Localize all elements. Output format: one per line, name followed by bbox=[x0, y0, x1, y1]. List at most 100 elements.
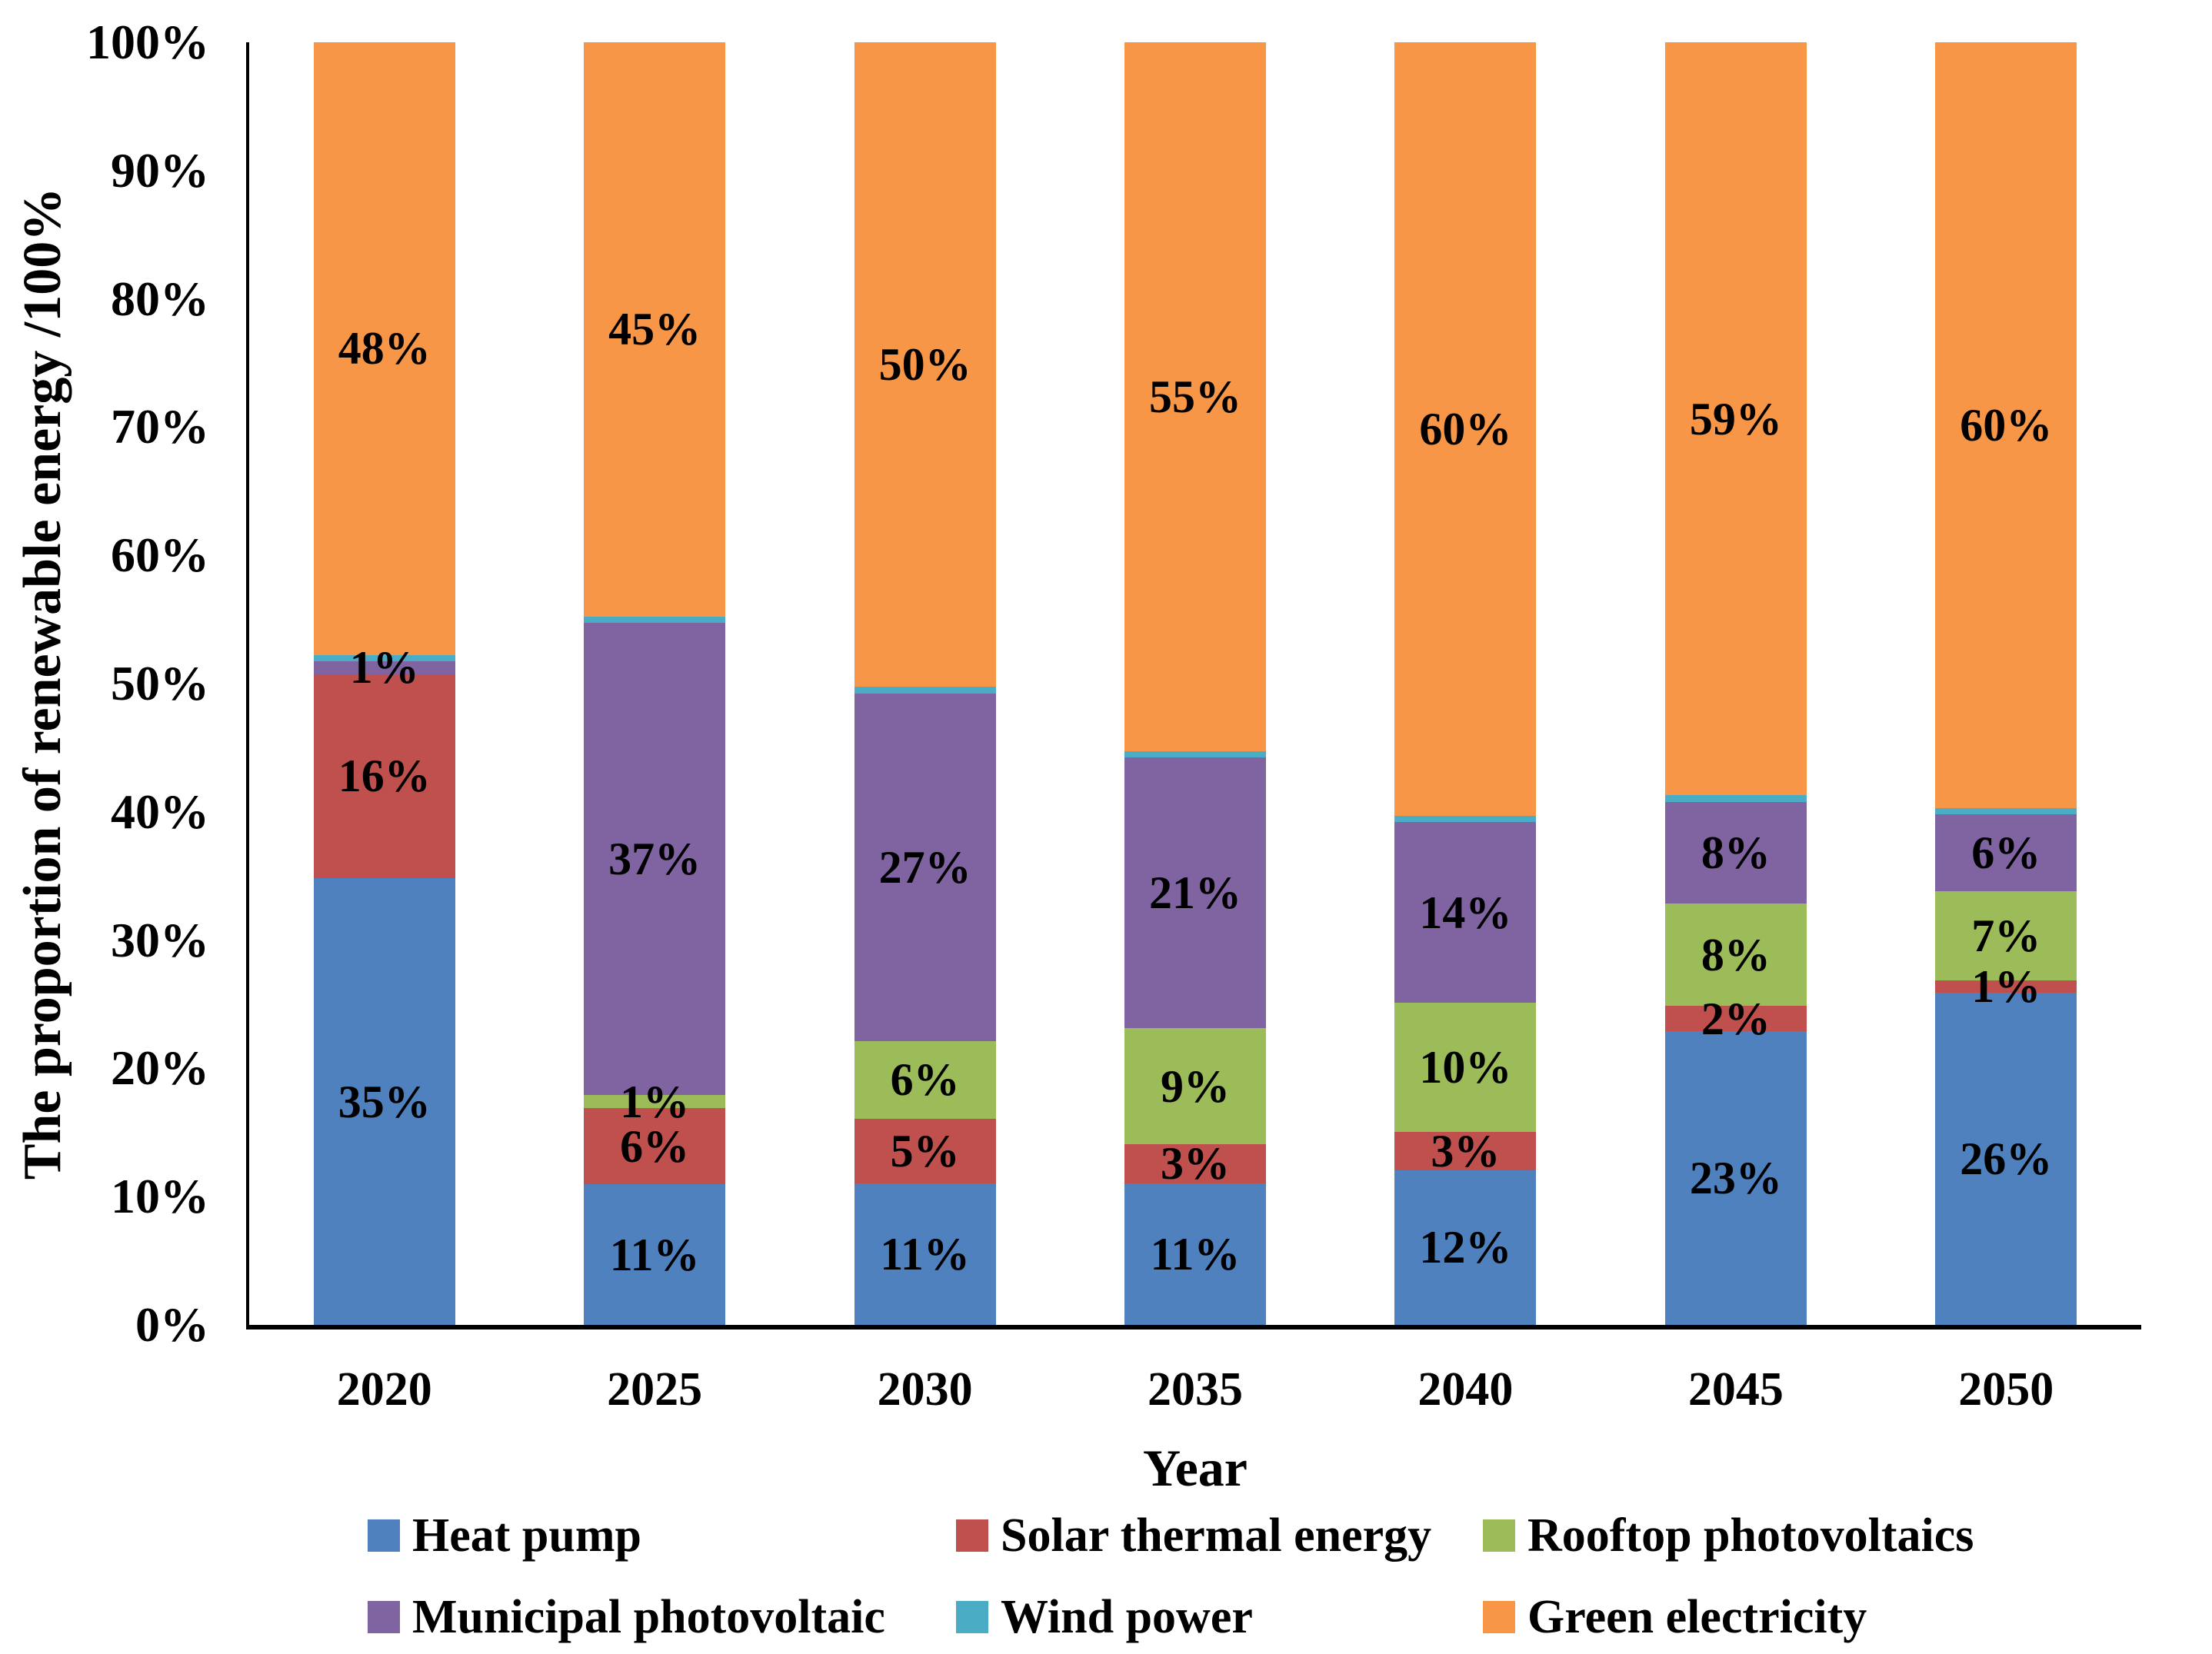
data-label-2045-municipal-photovoltaic: 8% bbox=[1701, 827, 1771, 878]
segment-2040-solar-thermal-energy bbox=[1394, 1131, 1537, 1170]
data-label-2025-solar-thermal-energy: 6% bbox=[620, 1120, 690, 1172]
segment-2020-solar-thermal-energy bbox=[313, 674, 455, 879]
legend-item-heat-pump: Heat pump bbox=[368, 1509, 641, 1562]
x-axis-title: Year bbox=[1143, 1439, 1248, 1497]
legend-swatch-heat-pump bbox=[368, 1519, 400, 1552]
segment-2035-rooftop-photovoltaics bbox=[1124, 1028, 1266, 1145]
segment-2030-rooftop-photovoltaics bbox=[854, 1041, 996, 1119]
data-label-2045-green-electricity: 59% bbox=[1689, 393, 1782, 444]
data-label-2040-green-electricity: 60% bbox=[1419, 403, 1512, 454]
x-tick-2050: 2050 bbox=[1958, 1363, 2054, 1416]
y-tick-10: 10% bbox=[111, 1169, 209, 1224]
segment-2040-municipal-photovoltaic bbox=[1394, 822, 1537, 1003]
segment-2040-heat-pump bbox=[1394, 1170, 1537, 1325]
y-tick-80: 80% bbox=[111, 271, 209, 326]
segment-2045-green-electricity bbox=[1664, 42, 1807, 796]
segment-2045-rooftop-photovoltaics bbox=[1664, 904, 1807, 1007]
segment-2050-heat-pump bbox=[1935, 993, 2077, 1325]
segment-2025-wind-power bbox=[584, 616, 726, 624]
segment-2020-wind-power bbox=[313, 654, 455, 661]
plot-area: 35% 16% 1% 48% 11% 6% 1% 37% 45% 11% 5% 6% 27% 50% 11%… bbox=[246, 42, 2141, 1330]
segment-2035-municipal-photovoltaic bbox=[1124, 757, 1266, 1029]
segment-2030-municipal-photovoltaic bbox=[854, 693, 996, 1042]
y-tick-100: 100% bbox=[86, 15, 209, 69]
data-label-2035-rooftop-photovoltaics: 9% bbox=[1161, 1060, 1230, 1112]
segment-2020-municipal-photovoltaic bbox=[313, 661, 455, 674]
data-label-2020-green-electricity: 48% bbox=[338, 323, 431, 374]
legend-swatch-solar-thermal-energy bbox=[956, 1519, 988, 1552]
segment-2050-wind-power bbox=[1935, 807, 2077, 815]
segment-2050-municipal-photovoltaic bbox=[1935, 814, 2077, 891]
data-label-2030-heat-pump: 11% bbox=[880, 1228, 970, 1280]
data-label-2050-heat-pump: 26% bbox=[1960, 1133, 2053, 1185]
segment-2030-heat-pump bbox=[854, 1183, 996, 1325]
segment-2050-green-electricity bbox=[1935, 42, 2077, 808]
segment-2045-municipal-photovoltaic bbox=[1664, 801, 1807, 904]
segment-2035-wind-power bbox=[1124, 751, 1266, 758]
segment-2045-heat-pump bbox=[1664, 1031, 1807, 1325]
legend-item-rooftop-photovoltaics: Rooftop photovoltaics bbox=[1483, 1509, 1974, 1562]
data-label-2050-green-electricity: 60% bbox=[1960, 399, 2053, 451]
legend-swatch-wind-power bbox=[956, 1601, 988, 1633]
segment-2045-wind-power bbox=[1664, 795, 1807, 802]
segment-2025-solar-thermal-energy bbox=[584, 1107, 726, 1185]
data-label-2030-municipal-photovoltaic: 27% bbox=[878, 841, 971, 893]
segment-2045-solar-thermal-energy bbox=[1664, 1006, 1807, 1032]
segment-2035-heat-pump bbox=[1124, 1183, 1266, 1325]
x-tick-2030: 2030 bbox=[877, 1363, 973, 1416]
y-tick-70: 70% bbox=[111, 399, 209, 454]
x-tick-2040: 2040 bbox=[1417, 1363, 1514, 1416]
segment-2025-heat-pump bbox=[584, 1184, 726, 1325]
segment-2025-green-electricity bbox=[584, 42, 726, 617]
data-label-2035-solar-thermal-energy: 3% bbox=[1161, 1138, 1230, 1190]
data-label-2040-heat-pump: 12% bbox=[1419, 1222, 1512, 1273]
data-label-2045-rooftop-photovoltaics: 8% bbox=[1701, 929, 1771, 980]
x-tick-2035: 2035 bbox=[1148, 1363, 1243, 1416]
data-label-2020-solar-thermal-energy: 16% bbox=[338, 750, 431, 802]
data-label-2025-green-electricity: 45% bbox=[608, 304, 701, 355]
segment-2030-wind-power bbox=[854, 687, 996, 694]
data-label-2030-solar-thermal-energy: 5% bbox=[890, 1125, 960, 1176]
data-label-2020-heat-pump: 35% bbox=[338, 1076, 431, 1127]
data-label-2035-heat-pump: 11% bbox=[1150, 1228, 1241, 1280]
legend-label-heat-pump: Heat pump bbox=[412, 1509, 641, 1562]
y-tick-0: 0% bbox=[135, 1297, 209, 1352]
legend-label-wind-power: Wind power bbox=[1001, 1591, 1253, 1643]
x-tick-2045: 2045 bbox=[1687, 1363, 1784, 1416]
legend-item-solar-thermal-energy: Solar thermal energy bbox=[956, 1509, 1431, 1562]
data-label-2030-green-electricity: 50% bbox=[878, 339, 971, 391]
data-label-2045-solar-thermal-energy: 2% bbox=[1701, 993, 1771, 1044]
y-tick-50: 50% bbox=[111, 656, 209, 711]
legend-swatch-rooftop-photovoltaics bbox=[1483, 1519, 1515, 1552]
segment-2020-green-electricity bbox=[313, 42, 455, 655]
y-tick-20: 20% bbox=[111, 1040, 209, 1096]
segment-2030-green-electricity bbox=[854, 42, 996, 687]
data-label-2035-green-electricity: 55% bbox=[1149, 371, 1241, 422]
data-label-2035-municipal-photovoltaic: 21% bbox=[1149, 867, 1241, 919]
y-tick-40: 40% bbox=[111, 784, 209, 839]
y-tick-90: 90% bbox=[111, 142, 209, 198]
data-label-2040-municipal-photovoltaic: 14% bbox=[1419, 887, 1512, 938]
segment-2035-green-electricity bbox=[1124, 42, 1266, 752]
legend-item-green-electricity: Green electricity bbox=[1483, 1590, 1867, 1644]
segment-2050-rooftop-photovoltaics bbox=[1935, 890, 2077, 980]
y-tick-30: 30% bbox=[111, 912, 209, 967]
legend-item-wind-power: Wind power bbox=[956, 1590, 1253, 1644]
data-label-2050-rooftop-photovoltaics: 7% bbox=[1971, 910, 2041, 961]
segment-2030-solar-thermal-energy bbox=[854, 1118, 996, 1183]
data-label-2025-municipal-photovoltaic: 37% bbox=[608, 834, 701, 885]
segment-2040-rooftop-photovoltaics bbox=[1394, 1002, 1537, 1132]
data-label-2050-municipal-photovoltaic: 6% bbox=[1971, 827, 2041, 878]
legend-label-rooftop-photovoltaics: Rooftop photovoltaics bbox=[1527, 1509, 1974, 1562]
legend-item-municipal-photovoltaic: Municipal photovoltaic bbox=[368, 1590, 885, 1644]
data-label-2025-heat-pump: 11% bbox=[609, 1229, 700, 1280]
segment-2025-rooftop-photovoltaics bbox=[584, 1095, 726, 1108]
data-label-2030-rooftop-photovoltaics: 6% bbox=[890, 1054, 960, 1106]
data-label-2040-rooftop-photovoltaics: 10% bbox=[1419, 1041, 1512, 1093]
segment-2020-heat-pump bbox=[313, 878, 455, 1325]
legend-label-green-electricity: Green electricity bbox=[1527, 1591, 1867, 1643]
data-label-2040-solar-thermal-energy: 3% bbox=[1431, 1125, 1501, 1176]
segment-2040-wind-power bbox=[1394, 815, 1537, 823]
segment-2050-solar-thermal-energy bbox=[1935, 980, 2077, 993]
